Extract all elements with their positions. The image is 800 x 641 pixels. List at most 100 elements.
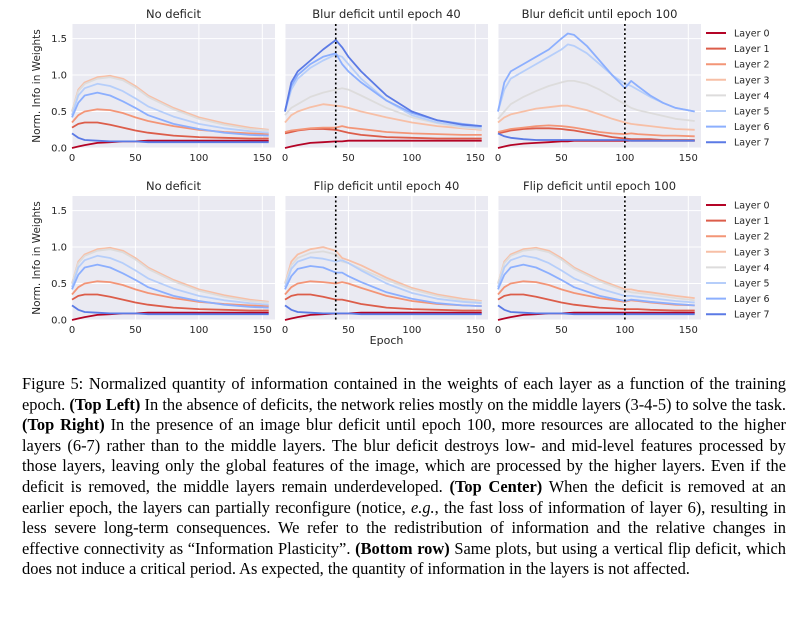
caption-text-4a: When the deficit is removed at an earlie… bbox=[22, 476, 786, 517]
panel-title: Flip deficit until epoch 40 bbox=[314, 179, 460, 193]
y-tick-label: 1.0 bbox=[51, 243, 67, 254]
caption-text-4b: , the fast loss of information of layer … bbox=[22, 497, 786, 558]
panel-title: No deficit bbox=[146, 7, 201, 21]
panel-4: 0 50 100 150 0.0 0.5 1.0 1.5 No deficit Norm. Inf… bbox=[31, 179, 275, 336]
x-tick-label: 0 bbox=[69, 153, 75, 164]
series-line-layer-1 bbox=[497, 127, 695, 141]
series-line-layer-7 bbox=[71, 304, 269, 316]
panel-1: 0 50 100 150 0.0 0.5 1.0 1.5 No deficit Norm. Inf… bbox=[31, 7, 275, 164]
caption-label: Figure 5: bbox=[22, 374, 84, 393]
panel-5: 0 50 100 150 Flip deficit until epoch 40 bbox=[282, 179, 488, 336]
series-line-layer-5 bbox=[71, 254, 269, 306]
legend-label-layer-0: Layer 0 bbox=[734, 29, 770, 40]
series-line-layer-5 bbox=[284, 53, 482, 129]
legend-bottom: Layer 0 Layer 1 Layer 2 Layer 3 Layer 4 Layer… bbox=[706, 201, 770, 321]
series-line-layer-7 bbox=[284, 304, 482, 316]
series-line-layer-0 bbox=[284, 139, 482, 149]
legend-label-layer-4: Layer 4 bbox=[734, 263, 770, 274]
caption-eg: e.g. bbox=[410, 497, 435, 517]
panel-title: No deficit bbox=[146, 179, 201, 193]
panel-3: 0 50 100 150 Blur deficit until epoch 100 bbox=[495, 7, 701, 164]
x-tick-label: 50 bbox=[342, 153, 355, 164]
legend-label-layer-7: Layer 7 bbox=[734, 138, 770, 149]
x-axis-label: Epoch bbox=[370, 334, 404, 347]
series-line-layer-3 bbox=[284, 246, 482, 302]
y-tick-label: 0.5 bbox=[51, 279, 67, 290]
legend-label-layer-3: Layer 3 bbox=[734, 247, 770, 258]
x-tick-label: 50 bbox=[129, 153, 142, 164]
x-tick-label: 150 bbox=[679, 153, 698, 164]
x-tick-label: 50 bbox=[555, 325, 568, 336]
series-line-layer-5 bbox=[497, 43, 695, 113]
x-tick-label: 100 bbox=[615, 325, 634, 336]
series-line-layer-1 bbox=[497, 293, 695, 312]
x-tick-label: 100 bbox=[402, 325, 421, 336]
series-line-layer-7 bbox=[284, 39, 482, 127]
panel-title: Blur deficit until epoch 40 bbox=[312, 7, 461, 21]
legend-label-layer-4: Layer 4 bbox=[734, 91, 770, 102]
x-tick-label: 100 bbox=[615, 153, 634, 164]
series-line-layer-6 bbox=[497, 32, 695, 113]
series-line-layer-4 bbox=[497, 248, 695, 302]
series-line-layer-4 bbox=[71, 76, 269, 132]
x-tick-label: 50 bbox=[129, 325, 142, 336]
series-line-layer-6 bbox=[71, 91, 269, 137]
legend-label-layer-1: Layer 1 bbox=[734, 216, 770, 227]
caption-bottom-row: (Bottom row) bbox=[355, 538, 450, 558]
x-tick-label: 100 bbox=[189, 153, 208, 164]
legend-label-layer-1: Layer 1 bbox=[734, 44, 770, 55]
legend-label-layer-6: Layer 6 bbox=[734, 122, 770, 133]
plot-area bbox=[72, 24, 275, 148]
y-tick-label: 0.0 bbox=[51, 144, 67, 155]
legend-label-layer-2: Layer 2 bbox=[734, 60, 770, 71]
legend-label-layer-0: Layer 0 bbox=[734, 201, 770, 212]
panel-title: Flip deficit until epoch 100 bbox=[523, 179, 676, 193]
plot-area bbox=[72, 196, 275, 320]
panel-2: 0 50 100 150 Blur deficit until epoch 40 bbox=[282, 7, 488, 164]
caption-text-5: Same plots, but using a vertical flip de… bbox=[22, 538, 786, 579]
legend-label-layer-6: Layer 6 bbox=[734, 294, 770, 305]
y-tick-label: 1.5 bbox=[51, 34, 67, 45]
x-tick-label: 0 bbox=[282, 153, 288, 164]
x-tick-label: 150 bbox=[679, 325, 698, 336]
x-tick-label: 150 bbox=[253, 325, 272, 336]
figure-caption: Figure 5: Normalized quantity of informa… bbox=[22, 374, 786, 580]
series-line-layer-6 bbox=[284, 265, 482, 307]
y-tick-label: 0.0 bbox=[51, 316, 67, 327]
caption-top-left: (Top Left) bbox=[69, 394, 141, 414]
plot-area bbox=[498, 196, 701, 320]
caption-text-2: In the absence of deficits, the network … bbox=[144, 394, 786, 414]
series-line-layer-1 bbox=[284, 293, 482, 312]
x-tick-label: 100 bbox=[189, 325, 208, 336]
series-line-layer-7 bbox=[497, 132, 695, 142]
series-line-layer-2 bbox=[284, 125, 482, 136]
legend-label-layer-2: Layer 2 bbox=[734, 232, 770, 243]
x-tick-label: 50 bbox=[555, 153, 568, 164]
panel-title: Blur deficit until epoch 100 bbox=[522, 7, 678, 21]
y-tick-label: 0.5 bbox=[51, 107, 67, 118]
series-line-layer-2 bbox=[284, 280, 482, 307]
x-tick-label: 150 bbox=[466, 325, 485, 336]
caption-text-1: Normalized quantity of information conta… bbox=[22, 374, 786, 414]
series-line-layer-6 bbox=[71, 263, 269, 309]
x-tick-label: 0 bbox=[282, 325, 288, 336]
caption-top-right: (Top Right) bbox=[22, 415, 105, 435]
series-line-layer-0 bbox=[497, 311, 695, 321]
series-line-layer-3 bbox=[497, 104, 695, 131]
legend-top: Layer 0 Layer 1 Layer 2 Layer 3 Layer 4 Layer… bbox=[706, 29, 770, 149]
series-line-layer-2 bbox=[497, 124, 695, 138]
figure-grid: 0 50 100 150 0.0 0.5 1.0 1.5 No deficit Norm. Inf… bbox=[31, 7, 770, 347]
legend-label-layer-5: Layer 5 bbox=[734, 279, 770, 290]
series-line-layer-5 bbox=[497, 254, 695, 304]
x-tick-label: 0 bbox=[495, 325, 501, 336]
series-line-layer-1 bbox=[71, 293, 269, 312]
y-axis-label: Norm. Info in Weights bbox=[31, 201, 43, 315]
y-axis-label: Norm. Info in Weights bbox=[31, 29, 43, 143]
series-line-layer-3 bbox=[497, 246, 695, 299]
series-line-layer-3 bbox=[71, 74, 269, 131]
panel-6: 0 50 100 150 Flip deficit until epoch 100 bbox=[495, 179, 701, 336]
series-line-layer-4 bbox=[284, 87, 482, 130]
x-tick-label: 150 bbox=[253, 153, 272, 164]
legend-label-layer-7: Layer 7 bbox=[734, 310, 770, 321]
caption-top-center: (Top Center) bbox=[449, 476, 543, 496]
